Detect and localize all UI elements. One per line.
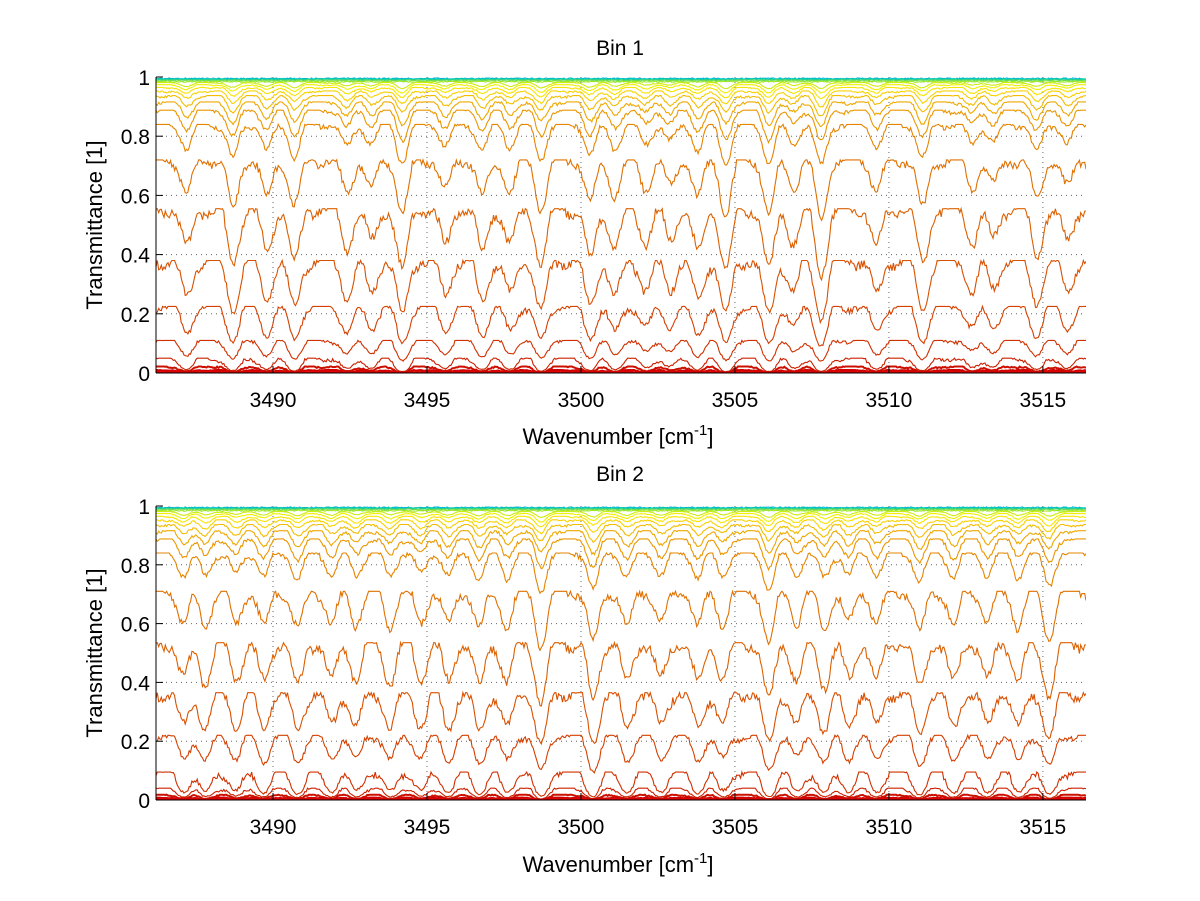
series-line [156, 551, 1086, 595]
y-tick-label: 0.8 [121, 555, 150, 578]
series-line [156, 529, 1086, 556]
y-tick-label: 0.6 [121, 614, 150, 637]
x-axis-title-close: ] [707, 424, 713, 449]
x-axis-title-main: Wavenumber [cm [522, 852, 694, 877]
series-line [156, 640, 1086, 707]
series-line [156, 512, 1086, 523]
series-line [156, 507, 1086, 510]
y-axis-title: Transmittance [1] [82, 140, 107, 309]
y-tick-label: 0.8 [121, 126, 150, 149]
plot-area: 3490 3495 3500 3505 3510 3515 0 0.2 0.4 0.6 0.8 1 [121, 67, 1086, 412]
y-tick-label: 0 [138, 363, 150, 386]
x-axis-title: Wavenumber [cm-1] [522, 422, 713, 449]
x-tick-label: 3510 [866, 816, 913, 839]
series-line [156, 787, 1086, 800]
series-line [156, 206, 1086, 282]
series-line [156, 100, 1086, 128]
x-axis-title-superscript: -1 [694, 850, 707, 867]
x-axis-title-main: Wavenumber [cm [522, 424, 694, 449]
y-tick-label: 0.2 [121, 304, 150, 327]
series-group [156, 77, 1086, 373]
series-line [156, 589, 1086, 652]
series-line [156, 793, 1086, 800]
x-tick-label: 3510 [866, 389, 913, 412]
series-line [156, 798, 1086, 800]
series-group [156, 506, 1086, 800]
series-line [156, 94, 1086, 117]
series-line [156, 304, 1086, 347]
series-line [156, 357, 1086, 373]
series-line [156, 109, 1086, 145]
series-line [156, 770, 1086, 798]
x-tick-label: 3515 [1020, 816, 1067, 839]
x-axis-title: Wavenumber [cm-1] [522, 850, 713, 877]
series-line [156, 690, 1086, 746]
y-tick-label: 1 [138, 496, 150, 519]
series-line [156, 519, 1086, 535]
y-tick-label: 0.6 [121, 185, 150, 208]
x-tick-label: 3495 [404, 389, 451, 412]
plot-area: 3490 3495 3500 3505 3510 3515 0 0.2 0.4 0.6 0.8 1 [121, 496, 1086, 839]
series-line [156, 158, 1086, 222]
y-tick-label: 1 [138, 67, 150, 90]
y-tick-label: 0 [138, 790, 150, 813]
series-line [156, 538, 1086, 572]
series-line [156, 515, 1086, 528]
x-tick-label: 3490 [250, 389, 297, 412]
series-line [156, 733, 1086, 774]
x-tick-label: 3495 [404, 816, 451, 839]
x-tick-label: 3500 [558, 389, 605, 412]
x-axis-title-superscript: -1 [694, 422, 707, 439]
x-tick-label: 3490 [250, 816, 297, 839]
chart-panel-bin-1: Bin 1 3490 3495 3500 3505 3510 3515 0 0.2 0.4 0.6… [82, 37, 1086, 449]
series-line [156, 79, 1086, 82]
x-tick-label: 3505 [712, 816, 759, 839]
y-axis-title: Transmittance [1] [82, 568, 107, 737]
series-line [156, 90, 1086, 108]
series-line [156, 84, 1086, 94]
series-line [156, 365, 1086, 373]
series-line [156, 81, 1086, 90]
series-line [156, 511, 1086, 519]
x-axis-title-close: ] [707, 852, 713, 877]
chart-panel-bin-2: Bin 2 3490 3495 3500 3505 3510 3515 0 0.2 0.4 0.6… [82, 463, 1086, 877]
chart-title: Bin 2 [596, 463, 644, 486]
series-line [156, 78, 1086, 81]
x-tick-label: 3500 [558, 816, 605, 839]
chart-title: Bin 1 [596, 37, 644, 60]
series-line [156, 258, 1086, 325]
series-line [156, 509, 1086, 513]
x-tick-label: 3515 [1020, 389, 1067, 412]
series-line [156, 508, 1086, 511]
series-line [156, 123, 1086, 167]
series-line [156, 339, 1086, 363]
series-line [156, 80, 1086, 84]
y-tick-label: 0.4 [121, 672, 151, 695]
series-line [156, 86, 1086, 100]
y-tick-label: 0.2 [121, 731, 150, 754]
x-tick-label: 3505 [712, 389, 759, 412]
y-tick-label: 0.4 [121, 245, 151, 268]
series-line [156, 523, 1086, 543]
